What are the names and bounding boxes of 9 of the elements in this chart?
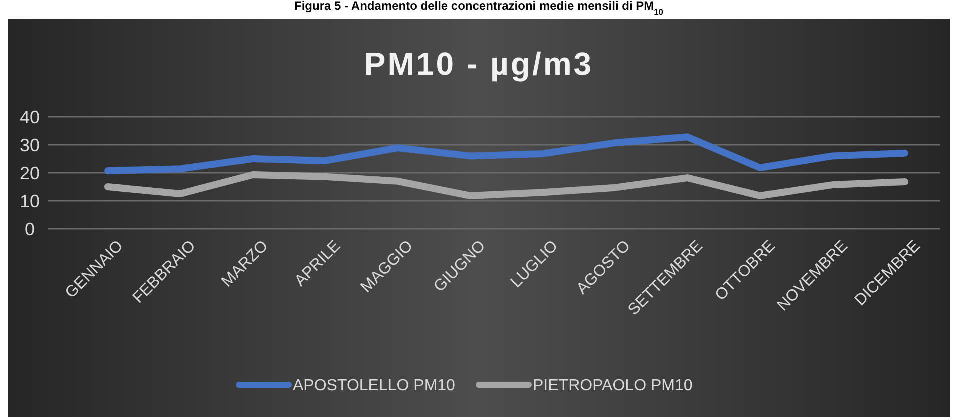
y-tick-label: 10 [20,191,40,212]
legend-label: APOSTOLELLO PM10 [293,378,456,395]
y-tick-label: 40 [20,107,40,128]
chart-title: PM10 - µg/m3 [364,46,594,82]
y-tick-label: 30 [20,135,40,156]
text: Figura 5 - Andamento delle concentrazioni medie mensili di PM$_{10}$ [294,0,664,17]
y-tick-label: 0 [24,219,36,240]
legend-label: PIETROPAOLO PM10 [533,378,693,395]
y-tick-label: 20 [20,163,40,184]
